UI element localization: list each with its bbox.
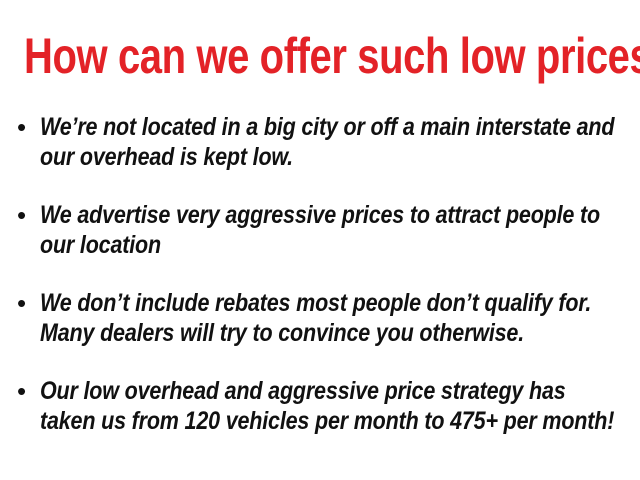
list-item: • We’re not located in a big city or off… — [14, 112, 628, 172]
page-title: How can we offer such low prices? — [24, 28, 640, 84]
list-item: • Our low overhead and aggressive price … — [14, 376, 628, 436]
list-item-text: We advertise very aggressive prices to a… — [40, 201, 600, 259]
bullet-list: • We’re not located in a big city or off… — [14, 112, 628, 436]
list-item-text: We don’t include rebates most people don… — [40, 289, 592, 347]
bullet-point-icon: • — [17, 376, 27, 406]
list-item: • We advertise very aggressive prices to… — [14, 200, 628, 260]
list-item: • We don’t include rebates most people d… — [14, 288, 628, 348]
list-item-text: Our low overhead and aggressive price st… — [40, 377, 615, 435]
list-item-text: We’re not located in a big city or off a… — [40, 113, 615, 171]
bullet-point-icon: • — [17, 112, 27, 142]
bullet-point-icon: • — [17, 200, 27, 230]
bullet-point-icon: • — [17, 288, 27, 318]
